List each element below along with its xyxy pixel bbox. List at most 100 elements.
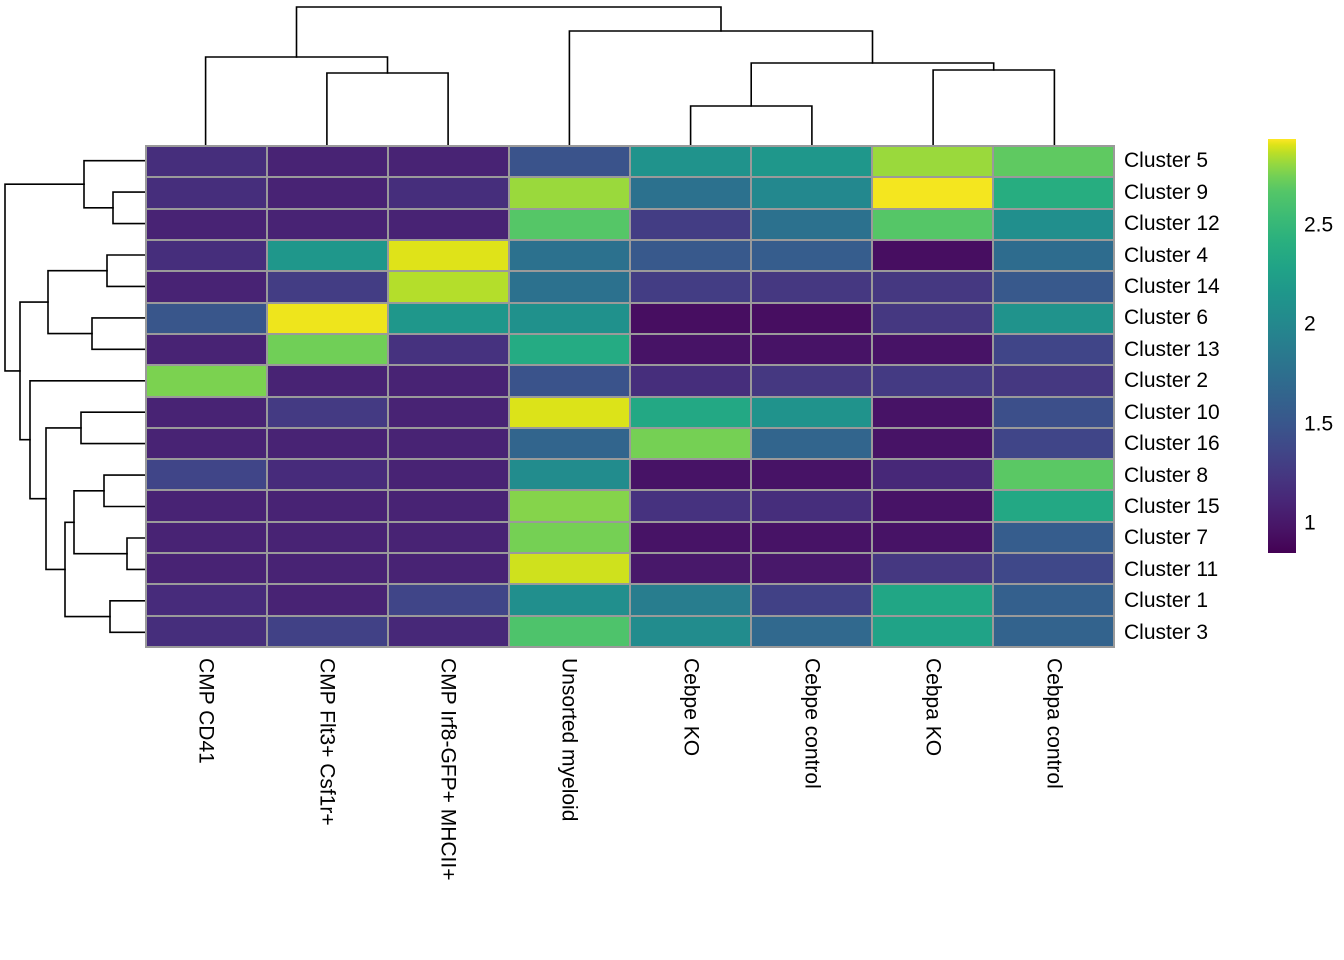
heatmap-cell	[631, 147, 750, 177]
heatmap-cell	[873, 397, 992, 427]
heatmap-cell	[147, 616, 266, 646]
heatmap-cell	[752, 428, 871, 459]
heatmap-cell	[268, 334, 387, 365]
heatmap-cell	[268, 491, 387, 521]
heatmap-cell	[994, 272, 1113, 302]
row-label: Cluster 6	[1124, 306, 1209, 330]
column-label: Unsorted myeloid	[557, 658, 581, 822]
heatmap-cell	[510, 616, 629, 646]
heatmap-cell	[147, 460, 266, 490]
heatmap-cell	[147, 178, 266, 208]
dendro-link-mid-lower	[19, 301, 49, 441]
colorbar-gradient	[1268, 139, 1296, 553]
heatmap-cell	[873, 460, 992, 490]
heatmap-cell	[389, 428, 508, 459]
heatmap-cell	[510, 366, 629, 396]
heatmap-cell	[147, 397, 266, 427]
heatmap-cell	[510, 491, 629, 521]
column-label-cell: CMP CD41	[145, 654, 266, 954]
heatmap-cell	[510, 240, 629, 271]
column-label: Cebpa KO	[921, 658, 945, 757]
heatmap-cell	[389, 616, 508, 646]
heatmap-cell	[994, 585, 1113, 615]
row-label: Cluster 15	[1124, 495, 1220, 519]
dendro-link-c8c15-c7c11	[73, 490, 128, 555]
heatmap-cell	[631, 585, 750, 615]
heatmap-cell	[994, 428, 1113, 459]
heatmap-cell	[873, 147, 992, 177]
heatmap-cell	[994, 522, 1113, 553]
column-label-cell: Cebpa control	[994, 654, 1115, 954]
heatmap-cell	[268, 554, 387, 584]
dendro-link-c10c16-lower	[45, 427, 82, 571]
heatmap-cell	[510, 209, 629, 239]
dendro-link-c2-lower	[29, 380, 146, 500]
heatmap-cell	[873, 585, 992, 615]
heatmap-cell	[147, 209, 266, 239]
row-label: Cluster 7	[1124, 526, 1209, 550]
heatmap-cell	[147, 240, 266, 271]
heatmap-cell	[389, 585, 508, 615]
heatmap-cell	[752, 397, 871, 427]
heatmap-cell	[752, 272, 871, 302]
dendro-link-c4c14-c6c13	[47, 269, 108, 335]
dendro-link-c1-c3	[109, 600, 146, 634]
heatmap-cell	[389, 491, 508, 521]
heatmap-cell	[268, 366, 387, 396]
heatmap-cell	[510, 178, 629, 208]
column-label: Cebpe control	[800, 658, 824, 789]
heatmap-cell	[994, 460, 1113, 490]
row-label: Cluster 11	[1124, 557, 1219, 581]
heatmap-cell	[268, 616, 387, 646]
dendro-link-c8-c15	[103, 474, 146, 508]
column-label-cell: Unsorted myeloid	[509, 654, 630, 954]
heatmap-cell	[631, 616, 750, 646]
colorbar-tick-label: 2	[1304, 312, 1316, 336]
heatmap-cell	[147, 491, 266, 521]
heatmap-cell	[147, 366, 266, 396]
heatmap-cell	[268, 178, 387, 208]
heatmap-cell	[510, 585, 629, 615]
heatmap-cell	[631, 522, 750, 553]
heatmap-cell	[752, 334, 871, 365]
dendro-link-unsorted-ko	[568, 30, 874, 146]
row-label: Cluster 5	[1124, 149, 1209, 173]
heatmap-cell	[752, 585, 871, 615]
heatmap-cell	[994, 303, 1113, 333]
heatmap-cell	[510, 460, 629, 490]
heatmap-cell	[631, 240, 750, 271]
heatmap-cell	[631, 554, 750, 584]
heatmap-cell	[510, 272, 629, 302]
column-label: CMP Flt3+ Csf1r+	[315, 658, 339, 826]
heatmap-cell	[510, 428, 629, 459]
dendro-link-cd41-cmpgroup	[204, 56, 389, 146]
heatmap-cell	[389, 554, 508, 584]
heatmap-cell	[752, 522, 871, 553]
heatmap-cell	[268, 303, 387, 333]
heatmap-cell	[873, 240, 992, 271]
row-label: Cluster 9	[1124, 180, 1209, 204]
heatmap-cell	[147, 554, 266, 584]
column-label-cell: CMP Flt3+ Csf1r+	[266, 654, 387, 954]
heatmap-cell	[631, 178, 750, 208]
row-label: Cluster 4	[1124, 243, 1209, 267]
heatmap-cell	[268, 397, 387, 427]
heatmap-cell	[268, 522, 387, 553]
heatmap-cell	[752, 554, 871, 584]
heatmap-cell	[631, 272, 750, 302]
heatmap-grid-container	[145, 145, 1115, 648]
row-label: Cluster 10	[1124, 400, 1220, 424]
heatmap-cell	[994, 240, 1113, 271]
colorbar-tick-label: 1	[1304, 511, 1316, 535]
heatmap-cell	[268, 272, 387, 302]
heatmap-cell	[389, 334, 508, 365]
heatmap-cell	[510, 303, 629, 333]
row-label: Cluster 14	[1124, 274, 1220, 298]
heatmap-cell	[994, 366, 1113, 396]
heatmap-cell	[994, 334, 1113, 365]
dendro-link-lowergroup	[64, 521, 111, 618]
dendro-link-flt3-irf8	[326, 72, 449, 146]
heatmap-cell	[389, 460, 508, 490]
heatmap-cell	[752, 178, 871, 208]
